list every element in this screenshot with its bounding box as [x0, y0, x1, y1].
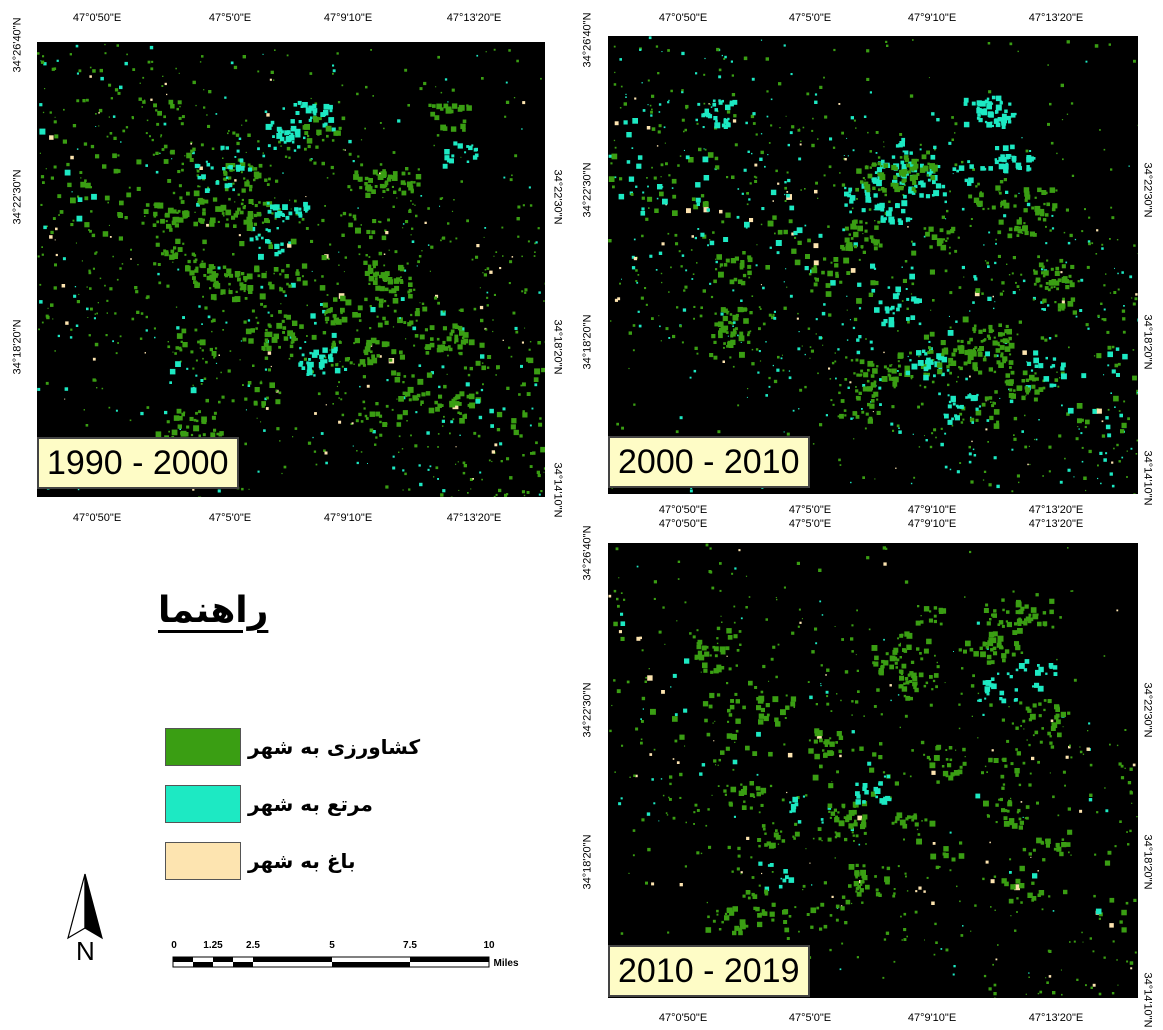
longitude-label: 47°13'20"E: [1028, 518, 1084, 530]
longitude-label: 47°9'10"E: [323, 512, 373, 524]
latitude-label: 34°14'10"N: [551, 462, 564, 518]
legend-label-agriculture: کشاورزی به شهر: [248, 735, 421, 759]
latitude-label: 34°14'10"N: [1141, 972, 1154, 1028]
scale-label: 2.5: [246, 940, 260, 951]
latitude-label: 34°22'30"N: [581, 162, 594, 218]
latitude-label: 34°26'40"N: [11, 17, 24, 73]
latitude-label: 34°18'20"N: [551, 319, 564, 375]
land-change-pixels: [608, 36, 1138, 494]
land-change-pixels: [37, 43, 545, 497]
longitude-label: 47°13'20"E: [1028, 12, 1084, 24]
latitude-label: 34°18'20"N: [581, 314, 594, 370]
longitude-label: 47°5'0"E: [788, 12, 832, 24]
map-canvas: [37, 42, 545, 497]
latitude-label: 34°22'30"N: [581, 682, 594, 738]
period-label: 2000 - 2010: [608, 436, 810, 488]
north-arrow-icon: N: [60, 872, 110, 967]
latitude-label: 34°14'10"N: [1141, 450, 1154, 506]
longitude-label: 47°9'10"E: [907, 518, 957, 530]
scale-bar: 0 1.25 2.5 5 7.5 10 Miles: [170, 940, 530, 972]
legend-label-rangeland: مرتع به شهر: [248, 792, 373, 816]
legend-label-garden: باغ به شهر: [248, 849, 356, 873]
land-change-pixels: [608, 543, 1138, 998]
scale-label: 10: [483, 940, 495, 951]
latitude-label: 34°18'20"N: [1141, 314, 1154, 370]
period-label: 2010 - 2019: [608, 945, 810, 997]
legend-swatch-garden: [165, 842, 241, 880]
latitude-label: 34°26'40"N: [581, 525, 594, 581]
longitude-label: 47°13'20"E: [446, 512, 502, 524]
longitude-label: 47°5'0"E: [788, 1012, 832, 1024]
latitude-label: 34°18'20"N: [581, 834, 594, 890]
scale-label: 0: [171, 940, 177, 951]
legend-title: راهنما: [158, 590, 269, 631]
longitude-label: 47°13'20"E: [446, 12, 502, 24]
longitude-label: 47°9'10"E: [907, 12, 957, 24]
longitude-label: 47°0'50"E: [658, 504, 708, 516]
longitude-label: 47°5'0"E: [208, 12, 252, 24]
legend-swatch-rangeland: [165, 785, 241, 823]
longitude-label: 47°0'50"E: [658, 12, 708, 24]
latitude-label: 34°22'30"N: [11, 169, 24, 225]
map-canvas: [608, 543, 1138, 998]
longitude-label: 47°9'10"E: [907, 504, 957, 516]
legend-swatch-agriculture: [165, 728, 241, 766]
scale-label: 5: [329, 940, 335, 951]
north-label: N: [76, 936, 95, 966]
longitude-label: 47°5'0"E: [788, 518, 832, 530]
longitude-label: 47°5'0"E: [208, 512, 252, 524]
scale-label: 7.5: [403, 940, 417, 951]
longitude-label: 47°0'50"E: [72, 512, 122, 524]
latitude-label: 34°26'40"N: [581, 12, 594, 68]
longitude-label: 47°13'20"E: [1028, 1012, 1084, 1024]
latitude-label: 34°22'30"N: [1141, 682, 1154, 738]
longitude-label: 47°9'10"E: [907, 1012, 957, 1024]
scale-label: 1.25: [203, 940, 223, 951]
longitude-label: 47°0'50"E: [72, 12, 122, 24]
longitude-label: 47°5'0"E: [788, 504, 832, 516]
map-canvas: [608, 36, 1138, 494]
longitude-label: 47°13'20"E: [1028, 504, 1084, 516]
longitude-label: 47°9'10"E: [323, 12, 373, 24]
scale-unit: Miles: [493, 958, 519, 969]
longitude-label: 47°0'50"E: [658, 518, 708, 530]
longitude-label: 47°0'50"E: [658, 1012, 708, 1024]
latitude-label: 34°18'20"N: [11, 319, 24, 375]
latitude-label: 34°18'20"N: [1141, 834, 1154, 890]
latitude-label: 34°22'30"N: [1141, 162, 1154, 218]
period-label: 1990 - 2000: [37, 437, 239, 489]
latitude-label: 34°22'30"N: [551, 169, 564, 225]
